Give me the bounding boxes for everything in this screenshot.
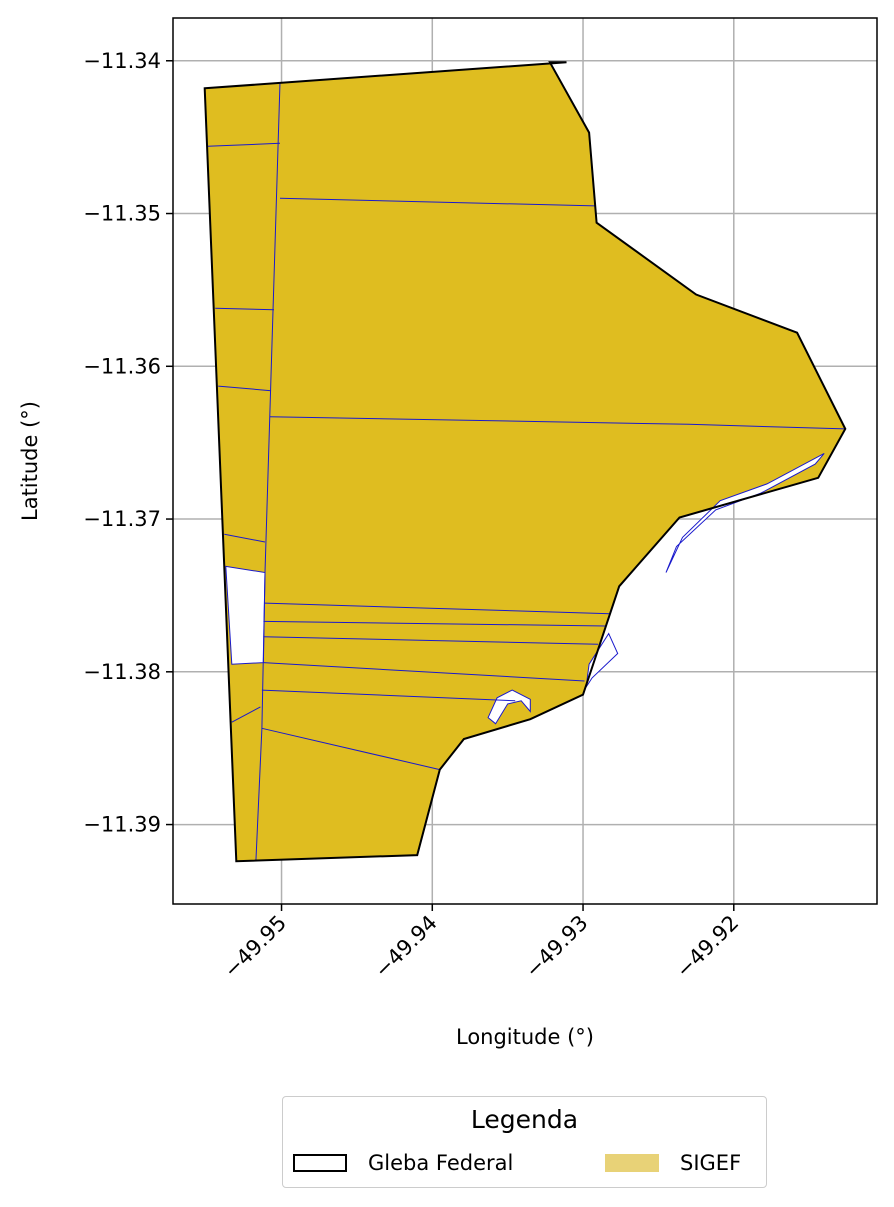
river-channel xyxy=(665,452,825,573)
sigef-parcel-line xyxy=(215,307,275,311)
y-tick-label: −11.34 xyxy=(83,49,161,73)
plot-frame xyxy=(172,17,878,905)
sigef-parcel-line xyxy=(263,662,585,682)
legend: Legenda Gleba Federal SIGEF xyxy=(282,1096,767,1188)
y-tick-label: −11.38 xyxy=(83,660,161,684)
legend-swatch-outline xyxy=(293,1154,347,1172)
sigef-parcel-line xyxy=(207,142,281,147)
west-gap xyxy=(225,565,266,665)
y-axis-label: Latitude (°) xyxy=(18,401,42,521)
sigef-parcel-line xyxy=(218,385,272,392)
x-tick-label: −49.92 xyxy=(671,911,743,983)
x-tick-label: −49.93 xyxy=(521,911,593,983)
sigef-parcel-line xyxy=(263,620,606,627)
y-tick-label: −11.39 xyxy=(83,813,161,837)
legend-swatch-fill xyxy=(605,1154,659,1172)
sigef-parcel-line xyxy=(264,602,611,615)
sigef-parcel-line xyxy=(224,533,266,543)
sigef-parcel-line xyxy=(255,82,281,862)
sigef-parcel-line xyxy=(269,416,846,430)
river-channel xyxy=(585,632,619,688)
x-tick-label: −49.94 xyxy=(370,911,442,983)
sigef-parcel-line xyxy=(231,706,261,723)
sigef-parcel-line xyxy=(261,727,440,771)
river-channel xyxy=(487,689,531,725)
legend-label-gleba-federal: Gleba Federal xyxy=(368,1151,514,1175)
sigef-parcels-fill xyxy=(204,61,846,862)
sigef-layer xyxy=(204,61,846,862)
x-tick-label: −49.95 xyxy=(219,911,291,983)
legend-entry-gleba-federal: Gleba Federal xyxy=(293,1151,513,1175)
sigef-parcel-line xyxy=(279,197,596,207)
x-axis-label: Longitude (°) xyxy=(456,1025,594,1049)
y-tick-label: −11.36 xyxy=(83,354,161,378)
y-tick-label: −11.37 xyxy=(83,507,161,531)
legend-title: Legenda xyxy=(470,1105,579,1134)
gleba-federal-boundary xyxy=(203,61,847,863)
gleba-federal-layer xyxy=(203,61,847,863)
y-tick-label: −11.35 xyxy=(83,202,161,226)
sigef-parcel-line xyxy=(261,689,516,702)
legend-label-sigef: SIGEF xyxy=(680,1151,742,1175)
sigef-parcel-line xyxy=(263,636,599,645)
legend-entry-sigef: SIGEF xyxy=(605,1151,741,1175)
